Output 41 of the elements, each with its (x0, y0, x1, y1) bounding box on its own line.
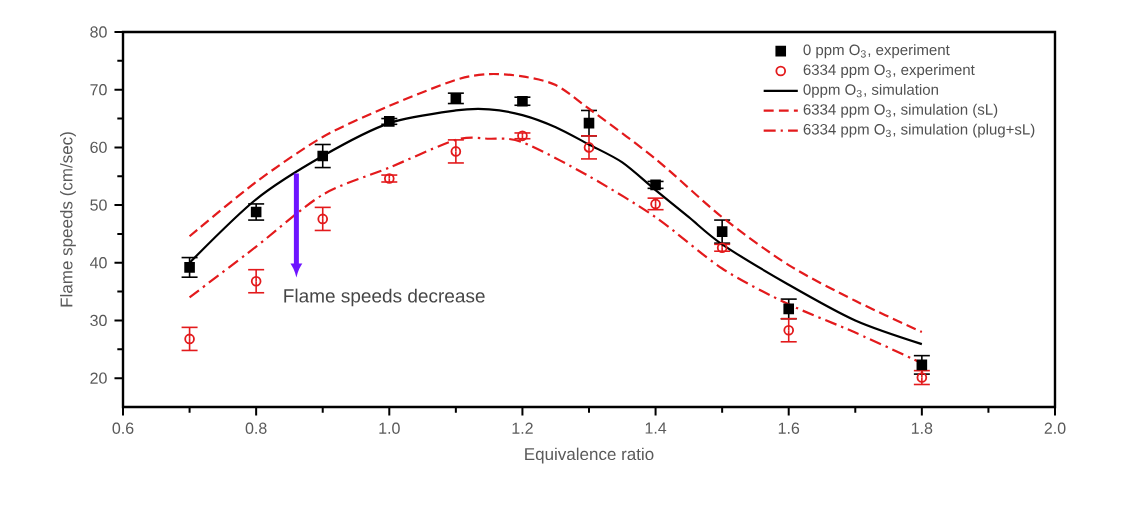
point (783, 324, 795, 336)
point (317, 213, 329, 225)
annotation: Flame speeds decrease (284, 288, 485, 307)
point (317, 150, 329, 162)
x-axis-title: Equivalence ratio (525, 447, 654, 464)
x-tick-label: 1.0 (379, 422, 400, 434)
point (916, 359, 928, 371)
x-tick-label: 0.8 (245, 422, 267, 434)
point (184, 333, 195, 345)
point (383, 116, 395, 127)
point (383, 173, 395, 184)
legend-label: 0ppm O$_{3}$, simulation (803, 83, 938, 98)
legend-label: 6334 ppm O$_{3}$, simulation (sL) (803, 103, 998, 118)
y-tick-label: 20 (90, 372, 107, 384)
y-tick-label: 70 (90, 84, 107, 96)
x-tick-label: 1.2 (512, 422, 533, 434)
y-tick-label: 60 (90, 141, 107, 154)
point (517, 95, 528, 107)
x-tick-label: 1.4 (645, 422, 667, 434)
legend-label: 6334 ppm O$_{3}$, experiment (803, 64, 975, 78)
y-tick-label: 30 (90, 314, 107, 327)
y-tick-label: 40 (89, 257, 107, 269)
x-tick-label: 1.6 (778, 422, 800, 434)
x-tick-label: 1.8 (911, 422, 933, 434)
point (517, 130, 528, 142)
point (650, 198, 661, 210)
point (716, 226, 728, 237)
point (650, 179, 661, 191)
y-tick-label: 50 (90, 199, 107, 211)
x-tick-label: 0.6 (112, 422, 134, 434)
y-tick-label: 80 (90, 26, 107, 38)
point (783, 303, 795, 315)
legend-label: 0 ppm O$_{3}$, experiment (803, 44, 950, 59)
point (583, 117, 595, 129)
point (450, 146, 462, 157)
y-axis-title: Flame speeds (cm/sec) (60, 132, 76, 307)
x-tick-label: 2.0 (1044, 422, 1066, 434)
point (250, 275, 262, 287)
point (184, 262, 195, 273)
point (583, 142, 595, 153)
legend-label: 6334 ppm O$_{3}$, simulation (plug+sL) (803, 123, 1035, 138)
